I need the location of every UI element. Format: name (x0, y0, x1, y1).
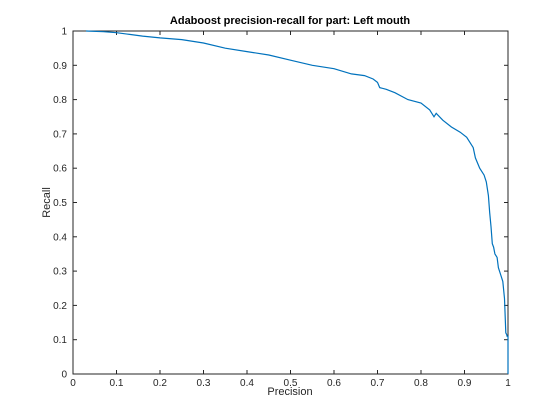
y-tick-label: 0.7 (53, 129, 67, 140)
y-tick-label: 0.1 (53, 335, 67, 346)
y-tick-label: 0.2 (53, 301, 67, 312)
y-tick-label: 0.3 (53, 267, 67, 278)
x-tick-label: 0.3 (197, 378, 211, 389)
x-tick-label: 0.7 (371, 378, 385, 389)
y-tick-label: 0.9 (53, 61, 67, 72)
x-tick-label: 0.9 (458, 378, 472, 389)
x-tick-label: 0.4 (240, 378, 254, 389)
x-tick-label: 1 (505, 378, 511, 389)
x-axis-label: Precision (267, 386, 312, 398)
axis-ticks: 0 0.1 0.2 0.3 0.4 0.5 0.6 0.7 0.8 0.9 1 0 0.1 0.2 0.3 0… (53, 27, 511, 390)
x-tick-label: 0 (70, 378, 76, 389)
x-tick-label: 0.1 (110, 378, 124, 389)
y-axis-label: Recall (41, 187, 53, 218)
x-tick-label: 0.5 (284, 378, 298, 389)
x-tick-label: 0.6 (327, 378, 341, 389)
y-tick-label: 0.4 (53, 232, 67, 243)
precision-recall-line (85, 30, 509, 374)
x-tick-label: 0.2 (153, 378, 167, 389)
y-tick-label: 0.8 (53, 95, 67, 106)
x-tick-label: 0.8 (414, 378, 428, 389)
chart-title: Adaboost precision-recall for part: Left… (170, 15, 410, 27)
y-tick-label: 0 (61, 370, 67, 381)
y-tick-label: 0.6 (53, 164, 67, 175)
y-tick-label: 1 (61, 27, 67, 38)
y-tick-label: 0.5 (53, 198, 67, 209)
plot-area (72, 30, 509, 375)
